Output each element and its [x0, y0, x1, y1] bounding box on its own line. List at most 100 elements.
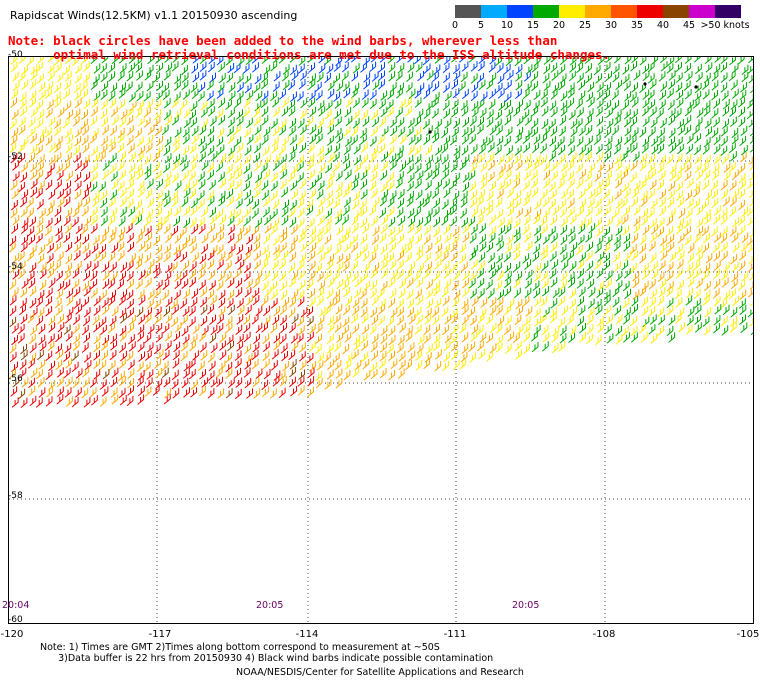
wind-barb — [281, 71, 289, 82]
wind-barb — [261, 134, 269, 146]
wind-barb — [110, 82, 118, 94]
wind-barb — [12, 80, 20, 92]
wind-barb — [450, 261, 458, 272]
wind-barb — [11, 397, 19, 408]
wind-barb — [381, 214, 388, 226]
wind-barb — [173, 341, 181, 353]
wind-barb — [460, 351, 468, 363]
wind-barb — [308, 62, 315, 73]
wind-barb — [460, 261, 468, 272]
wind-barb — [17, 269, 25, 280]
wind-barb — [279, 333, 287, 345]
wind-barb — [244, 189, 251, 201]
wind-barb — [533, 271, 541, 282]
wind-barb — [255, 368, 263, 379]
wind-barb — [613, 115, 621, 126]
wind-barb — [45, 396, 53, 407]
wind-barb — [29, 133, 37, 144]
wind-barb — [216, 314, 224, 325]
wind-barb — [100, 108, 107, 120]
wind-barb — [684, 170, 692, 182]
wind-barb — [208, 223, 215, 234]
wind-barb — [732, 242, 740, 253]
wind-barb — [297, 118, 305, 129]
wind-barb — [624, 250, 632, 262]
wind-barb — [38, 323, 46, 335]
wind-barb — [281, 135, 289, 147]
wind-barb — [523, 315, 531, 327]
wind-barb — [388, 350, 395, 361]
wind-barb — [739, 135, 747, 147]
wind-barb — [327, 277, 335, 288]
wind-barb — [603, 295, 611, 306]
wind-barb — [190, 333, 198, 345]
wind-barb — [144, 241, 152, 253]
wind-barb — [668, 332, 676, 343]
wind-barb — [462, 270, 470, 281]
wind-barb — [37, 376, 45, 388]
wind-barb — [309, 242, 316, 254]
wind-barb — [163, 223, 171, 235]
wind-barb — [434, 361, 442, 372]
wind-barb — [405, 325, 413, 336]
wind-barb — [606, 216, 613, 227]
wind-barb — [567, 206, 575, 218]
wind-barb — [83, 72, 91, 83]
wind-barb — [594, 171, 602, 182]
wind-barb — [183, 181, 190, 192]
wind-barb — [171, 196, 179, 208]
wind-barb — [631, 97, 639, 108]
wind-barb — [434, 259, 442, 270]
wind-barb — [477, 288, 485, 299]
wind-barb — [155, 323, 163, 334]
wind-barb — [163, 394, 171, 405]
wind-barb — [279, 118, 287, 130]
wind-barb — [108, 215, 115, 226]
wind-barb — [470, 144, 478, 155]
wind-barb — [713, 232, 721, 243]
wind-barb — [701, 162, 709, 173]
wind-barb — [749, 85, 753, 94]
wind-barb — [360, 306, 368, 318]
wind-barb — [503, 136, 511, 147]
wind-barb — [657, 325, 664, 336]
wind-barb — [245, 117, 253, 129]
wind-barb — [72, 278, 80, 290]
wind-barb — [99, 379, 107, 390]
wind-barb — [35, 233, 43, 244]
wind-barb — [669, 251, 676, 262]
wind-barb — [416, 170, 424, 181]
wind-barb — [20, 162, 28, 173]
wind-barb — [567, 145, 575, 156]
wind-barb — [496, 208, 504, 220]
wind-barb — [396, 306, 404, 317]
wind-barb — [705, 190, 712, 201]
wind-barb — [316, 271, 324, 282]
wind-barb — [569, 261, 577, 272]
wind-barb — [324, 244, 332, 255]
wind-barb — [62, 117, 70, 129]
legend-label: 25 — [578, 20, 592, 31]
wind-barb — [297, 269, 305, 280]
wind-barb — [298, 57, 306, 66]
wind-barb — [270, 208, 278, 220]
wind-barb — [90, 287, 98, 299]
wind-barb — [677, 217, 684, 229]
wind-barb — [45, 296, 53, 307]
wind-barb — [557, 178, 565, 189]
wind-barb — [605, 57, 613, 64]
legend-label: 0 — [451, 20, 459, 31]
wind-barb — [243, 250, 251, 261]
wind-barb — [380, 333, 388, 345]
wind-barb — [153, 298, 161, 309]
wind-barb — [657, 127, 665, 138]
wind-barb — [407, 144, 415, 156]
wind-barb — [694, 133, 701, 144]
wind-barb — [550, 62, 558, 73]
wind-barb — [155, 244, 162, 255]
wind-barb — [612, 207, 620, 219]
wind-barb — [144, 268, 151, 279]
wind-barb — [309, 226, 317, 237]
wind-barb — [242, 107, 250, 118]
wind-barb — [316, 360, 324, 371]
